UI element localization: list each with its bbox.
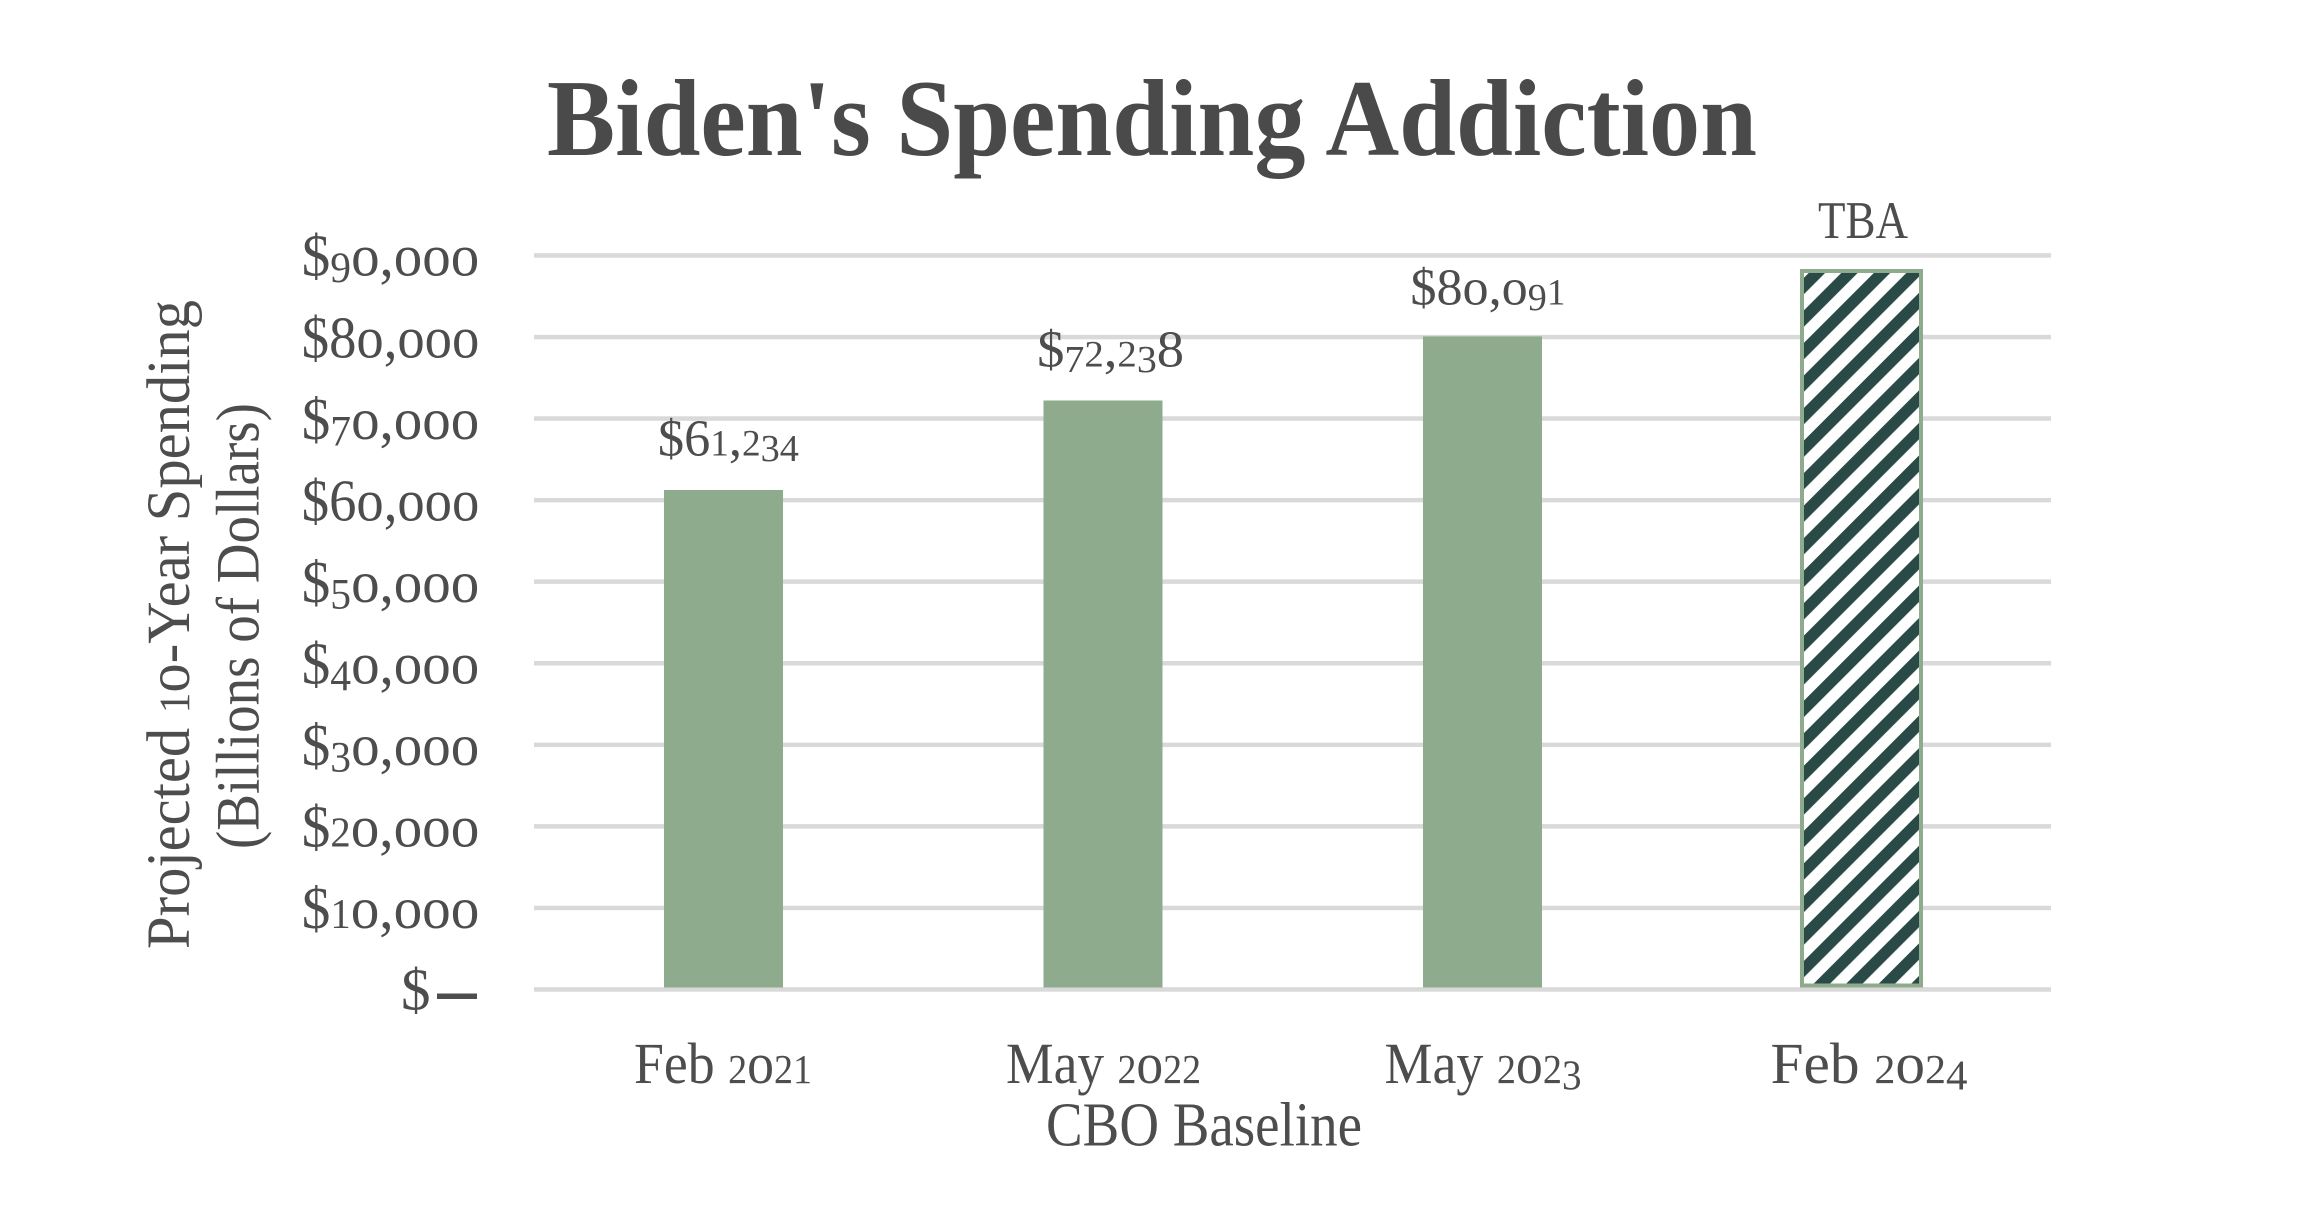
svg-text:Projected 1o-Year Spending: Projected 1o-Year Spending	[136, 300, 203, 949]
svg-text:$8o,ooo: $8o,ooo	[302, 304, 480, 370]
svg-text:$1o,ooo: $1o,ooo	[302, 875, 480, 941]
svg-text:(Billions of Dollars): (Billions of Dollars)	[205, 403, 272, 849]
svg-text:$9o,ooo: $9o,ooo	[302, 223, 480, 293]
svg-text:$4o,ooo: $4o,ooo	[302, 631, 480, 701]
svg-text:$5o,ooo: $5o,ooo	[302, 549, 480, 619]
svg-text:$61,234: $61,234	[658, 410, 799, 470]
svg-text:$3o,ooo: $3o,ooo	[302, 712, 480, 782]
svg-text:$72,238: $72,238	[1037, 321, 1184, 381]
svg-text:$7o,ooo: $7o,ooo	[302, 386, 480, 456]
svg-text:$6o,ooo: $6o,ooo	[302, 467, 480, 533]
svg-text:$8o,o91: $8o,o91	[1410, 259, 1565, 319]
svg-text:$2o,ooo: $2o,ooo	[302, 794, 480, 860]
svg-text:CBO Baseline: CBO Baseline	[1046, 1092, 1362, 1160]
svg-text:TBA: TBA	[1818, 192, 1908, 250]
svg-text:Biden's Spending Addiction: Biden's Spending Addiction	[547, 58, 1757, 179]
svg-text:$: $	[401, 957, 431, 1023]
